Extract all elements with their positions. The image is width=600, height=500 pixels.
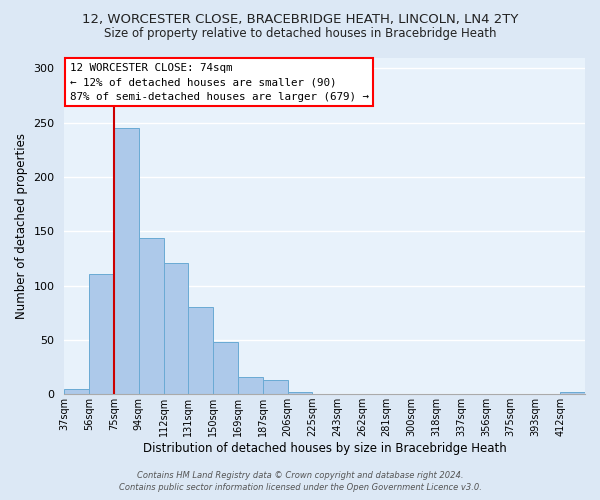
- Bar: [287, 392, 313, 394]
- Bar: [89, 274, 114, 394]
- Text: 12 WORCESTER CLOSE: 74sqm
← 12% of detached houses are smaller (90)
87% of semi-: 12 WORCESTER CLOSE: 74sqm ← 12% of detac…: [70, 62, 368, 102]
- Bar: [560, 392, 585, 394]
- Text: Size of property relative to detached houses in Bracebridge Heath: Size of property relative to detached ho…: [104, 28, 496, 40]
- Bar: [238, 377, 263, 394]
- Bar: [64, 388, 89, 394]
- Bar: [139, 238, 164, 394]
- Text: 12, WORCESTER CLOSE, BRACEBRIDGE HEATH, LINCOLN, LN4 2TY: 12, WORCESTER CLOSE, BRACEBRIDGE HEATH, …: [82, 12, 518, 26]
- Bar: [114, 128, 139, 394]
- Bar: [188, 308, 213, 394]
- Bar: [263, 380, 287, 394]
- Y-axis label: Number of detached properties: Number of detached properties: [15, 133, 28, 319]
- Bar: [213, 342, 238, 394]
- Text: Contains HM Land Registry data © Crown copyright and database right 2024.
Contai: Contains HM Land Registry data © Crown c…: [119, 471, 481, 492]
- X-axis label: Distribution of detached houses by size in Bracebridge Heath: Distribution of detached houses by size …: [143, 442, 506, 455]
- Bar: [164, 263, 188, 394]
